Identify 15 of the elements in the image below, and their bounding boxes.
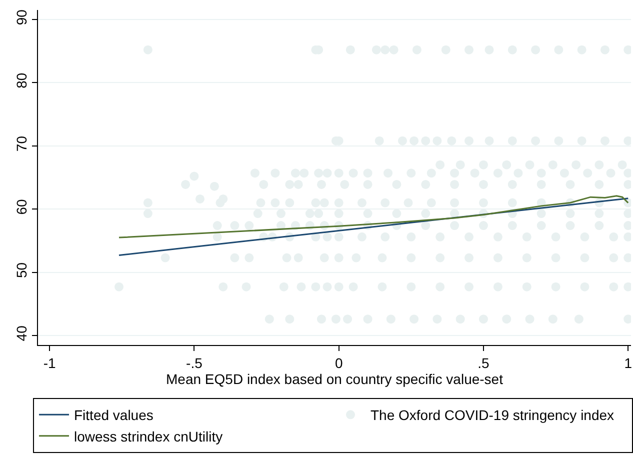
x-tick-label: 0 bbox=[334, 354, 343, 371]
y-tick-label: 90 bbox=[13, 9, 30, 26]
y-tick-label: 60 bbox=[13, 199, 30, 215]
y-tick-label: 70 bbox=[13, 136, 30, 152]
x-tick-label: .5 bbox=[478, 354, 490, 371]
x-tick-label: 1 bbox=[624, 354, 632, 371]
y-tick-label: 50 bbox=[13, 262, 30, 278]
y-tick-label: 80 bbox=[13, 72, 30, 88]
x-tick-label: -1 bbox=[43, 354, 56, 371]
x-axis-title: Mean EQ5D index based on country specific value-set bbox=[166, 370, 504, 387]
y-tick-label: 40 bbox=[13, 325, 30, 342]
legend-label: lowess strindex cnUtility bbox=[74, 428, 223, 444]
legend-label: Fitted values bbox=[74, 407, 154, 424]
legend-label: The Oxford COVID-19 stringency index bbox=[370, 407, 614, 424]
x-tick-label: -.5 bbox=[186, 354, 203, 371]
